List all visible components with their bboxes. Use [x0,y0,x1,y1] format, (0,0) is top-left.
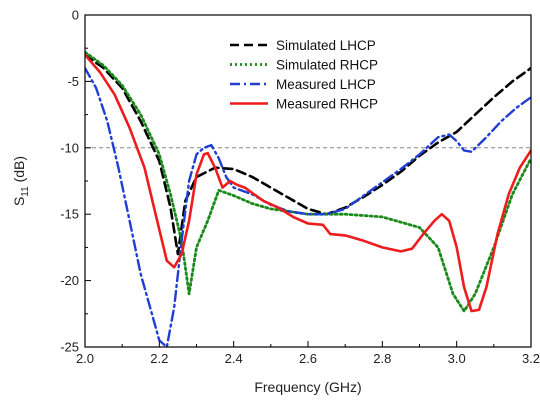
x-tick-label: 2.0 [76,351,94,366]
legend-label-simulated-rhcp: Simulated RHCP [276,58,378,73]
y-axis-title-subscript: 11 [20,186,31,197]
series-line-simulated-rhcp [85,50,531,313]
y-tick-label: 0 [72,8,79,23]
legend-item-simulated-lhcp: Simulated LHCP [230,38,376,53]
x-axis-title: Frequency (GHz) [254,379,361,395]
x-tick-label: 2.6 [299,351,317,366]
y-tick-label: -10 [60,140,79,155]
x-tick-label: 3.0 [448,351,466,366]
series-line-measured-rhcp [85,53,531,313]
legend-label-measured-lhcp: Measured LHCP [276,77,376,92]
y-tick-label: -15 [60,207,79,222]
y-axis-title-unit: (dB) [11,156,27,186]
legend-label-simulated-lhcp: Simulated LHCP [276,38,376,53]
legend-item-measured-rhcp: Measured RHCP [230,97,378,112]
x-tick-label: 2.4 [225,351,243,366]
x-tick-label: 2.2 [150,351,168,366]
y-tick-label: -5 [67,74,79,89]
x-tick-label: 3.2 [522,351,540,366]
y-tick-label: -25 [60,340,79,355]
legend-item-measured-lhcp: Measured LHCP [230,77,376,92]
axis-ticks-layer: 2.0 2.2 2.4 2.6 2.8 3.0 3.2 0 -5 -10 -15 -20 -25 [60,8,540,367]
legend-label-measured-rhcp: Measured RHCP [276,97,378,112]
series-layer [85,50,531,347]
y-tick-label: -20 [60,273,79,288]
y-axis-title: S11 (dB) [11,156,31,206]
legend-item-simulated-rhcp: Simulated RHCP [230,58,378,73]
legend: Simulated LHCP Simulated RHCP Measured L… [230,38,378,112]
x-tick-label: 2.8 [373,351,391,366]
y-axis-title-main: S [11,197,27,206]
